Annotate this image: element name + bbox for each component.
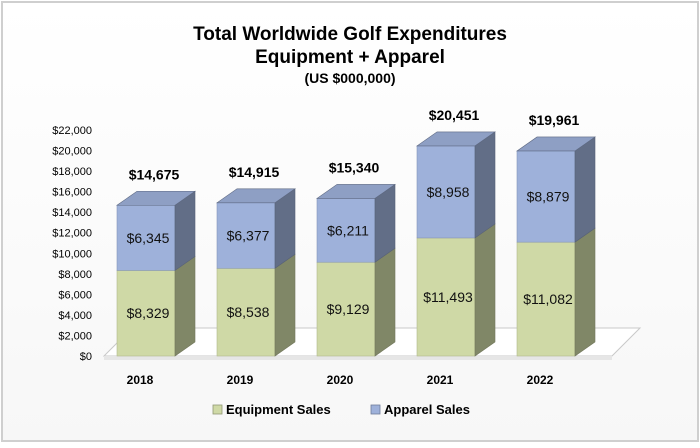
legend-label: Apparel Sales [384,402,470,417]
bars-group: $8,329 $6,345 $14,675 $8,538 $6,377 $14,915 $9… [116,107,596,357]
y-tick-label: $2,000 [58,330,92,342]
bar-top-face [216,188,296,204]
y-tick-label: $8,000 [58,269,92,281]
bar-total-label: $14,915 [229,164,280,180]
bar-stack-2020: $9,129 $6,211 $15,340 [316,159,396,357]
bar-segment-apparel [116,204,176,271]
y-tick-label: $0 [80,351,92,363]
bar-value-label: $9,129 [327,301,370,317]
chart-subtitle: (US $000,000) [304,70,395,86]
x-tick-label: 2022 [527,373,554,387]
bar-value-label: $8,958 [427,184,470,200]
bar-segment-equipment [116,270,176,357]
bar-value-label: $8,538 [227,304,270,320]
bar-value-label: $6,345 [127,230,170,246]
bar-stack-2019: $8,538 $6,377 $14,915 [216,164,296,357]
bar-value-label: $8,879 [527,189,570,205]
y-axis: $0 $2,000 $4,000 $6,000 $8,000 $10,000 $12,000… [52,125,92,363]
bar-total-label: $15,340 [329,159,380,175]
bar-segment-side [474,131,496,239]
bar-segment-side [274,253,296,357]
bar-segment-side [574,136,596,243]
bar-top-face [316,184,396,199]
bar-value-label: $8,329 [127,305,170,321]
legend-swatch-equipment [212,404,223,415]
chart-title: Total Worldwide Golf Expenditures [193,24,507,45]
floor-edge [104,356,612,360]
y-tick-label: $6,000 [58,289,92,301]
bar-total-label: $20,451 [429,107,480,123]
bar-segment-equipment [216,267,276,357]
legend-label: Equipment Sales [226,402,331,417]
legend: Equipment Sales Apparel Sales [212,402,470,417]
y-tick-label: $14,000 [52,207,92,219]
y-tick-label: $12,000 [52,228,92,240]
bar-value-label: $6,211 [327,222,369,238]
bar-segment-apparel [216,202,276,269]
bar-top-face [416,131,496,147]
y-tick-label: $22,000 [52,125,92,137]
bar-segment-apparel [416,145,476,239]
bar-top-face [116,190,196,206]
y-tick-label: $16,000 [52,187,92,199]
bar-segment-side [474,223,496,357]
y-tick-label: $18,000 [52,166,92,178]
bar-segment-equipment [316,261,376,357]
bar-segment-side [374,247,396,357]
x-tick-label: 2021 [427,373,454,387]
x-tick-label: 2019 [227,373,254,387]
bar-stack-2022: $11,082 $8,879 $19,961 [516,112,596,357]
bar-value-label: $11,493 [423,289,473,305]
x-tick-label: 2018 [127,373,154,387]
bar-segment-apparel [316,198,376,263]
bar-value-label: $11,082 [523,291,573,307]
bar-stack-2021: $11,493 $8,958 $20,451 [416,107,496,357]
bar-stack-2018: $8,329 $6,345 $14,675 [116,166,196,357]
bar-total-label: $19,961 [529,112,580,128]
y-tick-label: $10,000 [52,248,92,260]
legend-swatch-apparel [370,404,381,415]
bar-segment-side [174,255,196,357]
bar-total-label: $14,675 [129,166,180,182]
bar-value-label: $6,377 [227,228,270,244]
y-tick-label: $4,000 [58,310,92,322]
chart-title-line2: Equipment + Apparel [255,47,445,68]
y-tick-label: $20,000 [52,146,92,158]
x-tick-label: 2020 [327,373,354,387]
x-axis: 2018 2019 2020 2021 2022 [127,373,554,387]
bar-segment-equipment [416,237,476,357]
bar-segment-apparel [516,150,576,243]
bar-segment-side [574,227,596,357]
bar-top-face [516,136,596,152]
